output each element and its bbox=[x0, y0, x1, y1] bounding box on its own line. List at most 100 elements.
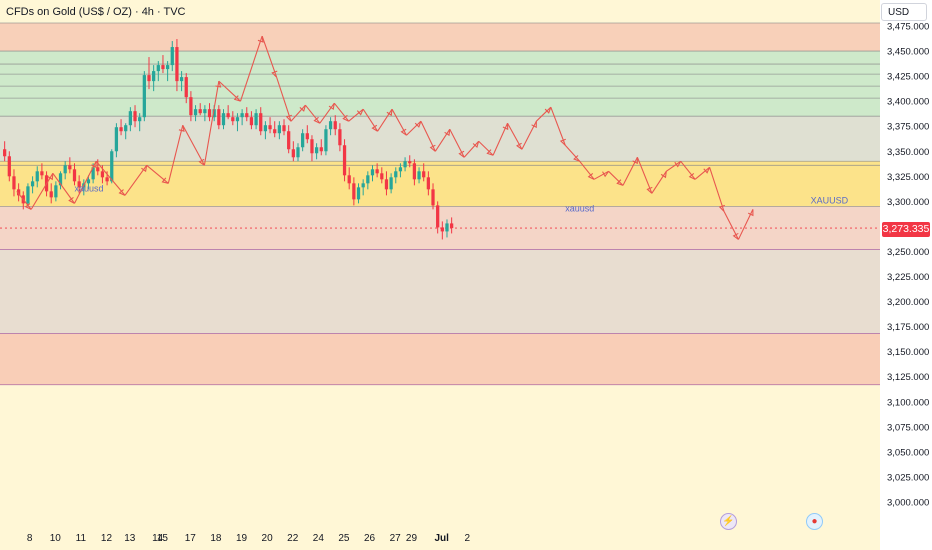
arrow-head bbox=[732, 232, 739, 240]
candle-body bbox=[342, 145, 347, 176]
candle-body bbox=[133, 111, 137, 122]
arrow-segment bbox=[124, 164, 148, 196]
arrow-head bbox=[747, 209, 754, 217]
arrow-segment bbox=[276, 76, 292, 122]
arrow-segment bbox=[709, 167, 725, 212]
labels-layer: xauusd xauusd XAUUSD bbox=[74, 183, 848, 213]
arrow-segment bbox=[203, 81, 220, 166]
currency-selector[interactable]: USD bbox=[881, 3, 927, 21]
candle-body bbox=[16, 189, 21, 196]
arrow-head bbox=[414, 121, 422, 128]
x-tick-label: 22 bbox=[287, 533, 299, 544]
arrow-segment bbox=[52, 172, 75, 204]
candle-body bbox=[398, 167, 403, 172]
lightning-icon[interactable]: ⚡ bbox=[720, 513, 737, 530]
arrow-head bbox=[444, 129, 451, 137]
arrow-segment bbox=[261, 35, 278, 78]
symbol-label: xauusd bbox=[74, 183, 103, 193]
candle-body bbox=[319, 147, 323, 152]
candle-body bbox=[291, 149, 295, 158]
y-tick-label: 3,425.000 bbox=[887, 72, 929, 83]
candle-body bbox=[333, 121, 337, 130]
candle-body bbox=[426, 177, 430, 190]
candle-body bbox=[436, 205, 440, 228]
y-tick-label: 3,350.000 bbox=[887, 147, 929, 158]
arrow-head bbox=[703, 167, 711, 174]
arrow-head bbox=[544, 106, 552, 114]
arrow-head bbox=[118, 189, 126, 196]
arrow-head bbox=[660, 171, 667, 179]
candle-body bbox=[72, 169, 77, 182]
arrow-head bbox=[342, 114, 349, 122]
candle-body bbox=[175, 47, 179, 82]
arrow-segment bbox=[74, 161, 97, 204]
candle-body bbox=[231, 117, 235, 122]
candle-body bbox=[445, 223, 449, 232]
arrow-segment bbox=[665, 160, 682, 172]
candle-body bbox=[119, 127, 123, 132]
arrow-head bbox=[559, 138, 566, 146]
arrow-head bbox=[674, 161, 682, 168]
candle-body bbox=[77, 181, 81, 188]
candle-body bbox=[86, 179, 91, 184]
candle-body bbox=[156, 65, 160, 72]
x-tick-label: 17 bbox=[185, 533, 197, 544]
symbol-label: XAUUSD bbox=[811, 195, 849, 205]
candle-body bbox=[254, 113, 258, 126]
arrow-head bbox=[91, 161, 97, 169]
candle-body bbox=[370, 169, 375, 176]
arrow-segment bbox=[694, 166, 710, 180]
arrow-head bbox=[587, 173, 595, 180]
x-tick-label: 12 bbox=[101, 533, 113, 544]
candle-body bbox=[366, 175, 370, 184]
candle-body bbox=[296, 147, 300, 158]
candle-body bbox=[287, 131, 291, 150]
candle-body bbox=[124, 125, 128, 132]
y-tick-label: 3,075.000 bbox=[887, 422, 929, 433]
us-flag-icon[interactable]: ● bbox=[806, 513, 823, 530]
y-tick-label: 3,475.000 bbox=[887, 22, 929, 33]
arrow-head bbox=[688, 173, 696, 180]
candle-body bbox=[165, 65, 170, 70]
arrow-segment bbox=[30, 173, 54, 210]
arrow-segment bbox=[680, 160, 696, 180]
x-tick-label: 27 bbox=[390, 533, 402, 544]
arrow-segment bbox=[535, 106, 552, 122]
candle-body bbox=[245, 113, 249, 118]
candle-body bbox=[35, 171, 39, 182]
candle-body bbox=[361, 183, 365, 188]
arrow-segment bbox=[290, 104, 306, 122]
candle-body bbox=[268, 125, 272, 130]
candle-body bbox=[179, 77, 184, 82]
x-tick-label: 24 bbox=[313, 533, 325, 544]
candle-body bbox=[114, 127, 119, 152]
candle-body bbox=[328, 121, 333, 130]
y-tick-label: 3,250.000 bbox=[887, 247, 929, 258]
candle-body bbox=[170, 47, 174, 66]
arrow-head bbox=[386, 109, 393, 117]
candle-body bbox=[203, 109, 207, 114]
candle-body bbox=[212, 109, 216, 118]
y-axis[interactable]: 3,000.000 3,025.000 3,050.000 3,075.000 3,10… bbox=[880, 0, 932, 550]
arrow-segment bbox=[319, 102, 335, 124]
candle-body bbox=[161, 65, 165, 70]
arrow-segment bbox=[333, 102, 350, 122]
x-tick-label: 29 bbox=[406, 533, 418, 544]
arrow-segment bbox=[550, 106, 566, 146]
arrow-head bbox=[646, 186, 653, 194]
y-tick-label: 3,125.000 bbox=[887, 372, 929, 383]
y-tick-label: 3,050.000 bbox=[887, 447, 929, 458]
candle-body bbox=[12, 176, 16, 190]
candle-body bbox=[152, 71, 156, 82]
y-tick-label: 3,175.000 bbox=[887, 322, 929, 333]
candle-body bbox=[440, 227, 444, 232]
candle-body bbox=[105, 177, 109, 182]
arrow-segment bbox=[651, 171, 667, 194]
candle-body bbox=[91, 167, 95, 180]
arrow-segment bbox=[579, 160, 595, 180]
candle-body bbox=[347, 175, 351, 184]
arrow-segment bbox=[608, 170, 624, 186]
